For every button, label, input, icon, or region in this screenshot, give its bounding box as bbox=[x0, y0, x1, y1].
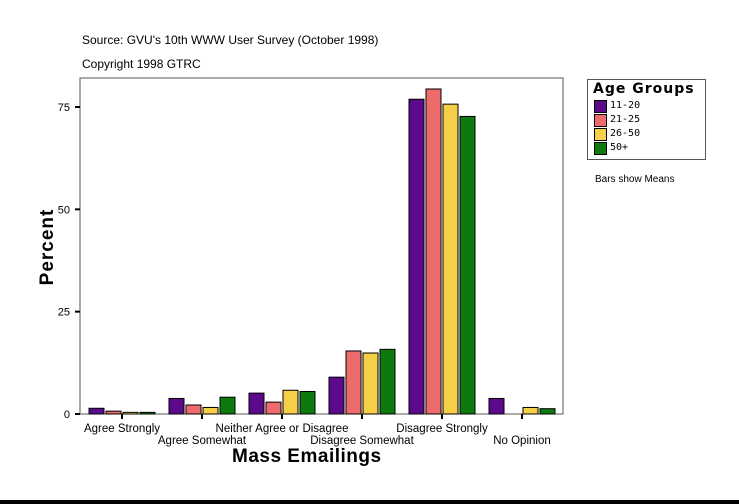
bar-50+-agree-somewhat bbox=[219, 396, 236, 415]
bar-11-20-neither-agree-or-disagree bbox=[248, 392, 265, 415]
x-tick-label: Disagree Somewhat bbox=[310, 435, 414, 447]
bottom-border bbox=[0, 500, 739, 504]
legend-title: Age Groups bbox=[593, 81, 695, 97]
bar-21-25-agree-somewhat bbox=[185, 404, 202, 415]
bar-11-20-disagree-somewhat bbox=[328, 376, 345, 415]
bar-26-50-neither-agree-or-disagree bbox=[282, 389, 299, 415]
chart-subtitle: Copyright 1998 GTRC bbox=[82, 57, 201, 71]
y-tick-label: 75 bbox=[58, 102, 70, 114]
x-axis-label: Mass Emailings bbox=[232, 446, 382, 467]
bar-21-25-neither-agree-or-disagree bbox=[265, 401, 282, 415]
x-tick-label: Agree Strongly bbox=[84, 423, 160, 435]
x-tick-label: Neither Agree or Disagree bbox=[216, 423, 349, 435]
legend-swatch bbox=[594, 128, 607, 141]
legend-swatch bbox=[594, 114, 607, 127]
bar-26-50-disagree-strongly bbox=[442, 103, 459, 415]
bar-21-25-disagree-somewhat bbox=[345, 350, 362, 415]
x-tick-label: Agree Somewhat bbox=[158, 435, 247, 447]
bar-11-20-agree-somewhat bbox=[168, 397, 185, 415]
bar-21-25-agree-strongly bbox=[105, 410, 122, 415]
bar-11-20-no-opinion bbox=[488, 397, 505, 415]
bar-50+-disagree-strongly bbox=[459, 115, 476, 415]
y-tick-label: 25 bbox=[58, 307, 70, 319]
legend-item: 50+ bbox=[594, 142, 629, 155]
legend-swatch bbox=[594, 142, 607, 155]
bar-26-50-agree-strongly bbox=[122, 411, 139, 415]
bar-26-50-agree-somewhat bbox=[202, 406, 219, 415]
x-tick-label: Disagree Strongly bbox=[396, 423, 488, 435]
legend-label: 26-50 bbox=[610, 128, 641, 139]
bar-11-20-disagree-strongly bbox=[408, 98, 425, 415]
bar-11-20-agree-strongly bbox=[88, 407, 105, 415]
bar-26-50-disagree-somewhat bbox=[362, 352, 379, 415]
bars-note: Bars show Means bbox=[595, 174, 675, 185]
bar-50+-disagree-somewhat bbox=[379, 348, 396, 415]
y-tick-label: 0 bbox=[64, 409, 70, 421]
bar-26-50-no-opinion bbox=[522, 406, 539, 415]
bar-50+-neither-agree-or-disagree bbox=[299, 390, 316, 415]
legend-item: 11-20 bbox=[594, 100, 641, 113]
legend-swatch bbox=[594, 100, 607, 113]
y-axis-label: Percent bbox=[37, 208, 58, 286]
plot-frame bbox=[79, 77, 564, 415]
y-tick-label: 50 bbox=[58, 204, 70, 216]
bar-21-25-disagree-strongly bbox=[425, 88, 442, 415]
legend-item: 26-50 bbox=[594, 128, 641, 141]
legend-item: 21-25 bbox=[594, 114, 641, 127]
bar-50+-no-opinion bbox=[539, 408, 556, 415]
bar-50+-agree-strongly bbox=[139, 411, 156, 415]
legend: Age Groups 11-20 21-25 26-50 50+ bbox=[587, 79, 706, 160]
x-tick-label: No Opinion bbox=[493, 435, 551, 447]
legend-label: 11-20 bbox=[610, 100, 641, 111]
legend-label: 21-25 bbox=[610, 114, 641, 125]
chart-title: Source: GVU's 10th WWW User Survey (Octo… bbox=[82, 33, 379, 47]
legend-label: 50+ bbox=[610, 142, 629, 153]
